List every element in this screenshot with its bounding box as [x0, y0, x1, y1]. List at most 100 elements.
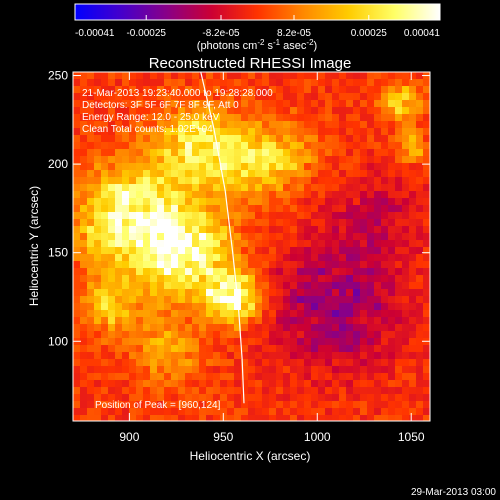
heatmap-cell — [416, 387, 423, 394]
heatmap-cell — [150, 233, 157, 240]
heatmap-cell — [402, 184, 409, 191]
heatmap-cell — [339, 142, 346, 149]
heatmap-cell — [157, 352, 164, 359]
heatmap-cell — [395, 149, 402, 156]
heatmap-cell — [381, 338, 388, 345]
heatmap-cell — [164, 345, 171, 352]
heatmap-cell — [255, 184, 262, 191]
heatmap-cell — [339, 408, 346, 415]
heatmap-cell — [73, 198, 80, 205]
heatmap-cell — [73, 282, 80, 289]
heatmap-cell — [94, 282, 101, 289]
heatmap-cell — [192, 156, 199, 163]
heatmap-cell — [122, 100, 129, 107]
heatmap-cell — [199, 170, 206, 177]
heatmap-cell — [269, 100, 276, 107]
heatmap-cell — [290, 219, 297, 226]
heatmap-cell — [381, 86, 388, 93]
heatmap-cell — [325, 282, 332, 289]
heatmap-cell — [150, 324, 157, 331]
heatmap-cell — [332, 233, 339, 240]
heatmap-cell — [80, 366, 87, 373]
heatmap-cell — [101, 205, 108, 212]
heatmap-cell — [304, 261, 311, 268]
heatmap-cell — [269, 324, 276, 331]
heatmap-cell — [87, 394, 94, 401]
heatmap-cell — [283, 107, 290, 114]
heatmap-cell — [199, 359, 206, 366]
heatmap-cell — [248, 170, 255, 177]
heatmap-cell — [311, 296, 318, 303]
heatmap-cell — [304, 331, 311, 338]
heatmap-cell — [325, 373, 332, 380]
heatmap-cell — [409, 303, 416, 310]
heatmap-cell — [80, 359, 87, 366]
heatmap-cell — [374, 324, 381, 331]
heatmap-cell — [416, 282, 423, 289]
y-tick-label: 200 — [48, 157, 68, 171]
heatmap-cell — [164, 219, 171, 226]
heatmap-cell — [269, 345, 276, 352]
heatmap-cell — [227, 156, 234, 163]
heatmap-cell — [255, 233, 262, 240]
heatmap-cell — [311, 191, 318, 198]
heatmap-cell — [171, 191, 178, 198]
heatmap-cell — [297, 296, 304, 303]
heatmap-cell — [206, 212, 213, 219]
heatmap-cell — [108, 345, 115, 352]
heatmap-cell — [262, 107, 269, 114]
heatmap-cell — [129, 366, 136, 373]
heatmap-cell — [325, 177, 332, 184]
heatmap-cell — [374, 135, 381, 142]
heatmap-cell — [318, 205, 325, 212]
footer-timestamp: 29-Mar-2013 03:00 — [411, 487, 496, 498]
heatmap-cell — [360, 401, 367, 408]
heatmap-cell — [115, 268, 122, 275]
heatmap-cell — [283, 135, 290, 142]
heatmap-cell — [199, 191, 206, 198]
heatmap-cell — [94, 149, 101, 156]
heatmap-cell — [409, 373, 416, 380]
heatmap-cell — [227, 240, 234, 247]
heatmap-cell — [276, 338, 283, 345]
colorbar: -0.00041 -0.00025 -8.2e-05 8.2e-05 0.00025 0.… — [74, 3, 441, 52]
heatmap-cell — [129, 373, 136, 380]
heatmap-cell — [171, 394, 178, 401]
heatmap-cell — [101, 191, 108, 198]
heatmap-cell — [388, 100, 395, 107]
heatmap-cell — [395, 275, 402, 282]
heatmap-cell — [325, 163, 332, 170]
heatmap-cell — [360, 310, 367, 317]
heatmap-cell — [115, 380, 122, 387]
heatmap-cell — [255, 310, 262, 317]
solar-limb-line — [200, 72, 245, 404]
heatmap-cell — [150, 212, 157, 219]
heatmap-cell — [206, 135, 213, 142]
heatmap-cell — [304, 149, 311, 156]
heatmap-cell — [318, 317, 325, 324]
heatmap-cell — [178, 387, 185, 394]
heatmap-cell — [143, 177, 150, 184]
heatmap-cell — [241, 142, 248, 149]
heatmap-cell — [353, 233, 360, 240]
heatmap-cell — [304, 240, 311, 247]
heatmap-cell — [318, 366, 325, 373]
heatmap-cell — [332, 352, 339, 359]
heatmap-cell — [178, 303, 185, 310]
heatmap-cell — [87, 86, 94, 93]
heatmap-cell — [241, 352, 248, 359]
heatmap-cell — [248, 373, 255, 380]
heatmap-cell — [290, 226, 297, 233]
heatmap-cell — [367, 352, 374, 359]
heatmap-cell — [395, 86, 402, 93]
heatmap-cell — [80, 177, 87, 184]
heatmap-cell — [80, 100, 87, 107]
heatmap-cell — [101, 93, 108, 100]
heatmap-cell — [395, 142, 402, 149]
heatmap-cell — [94, 191, 101, 198]
heatmap-cell — [304, 219, 311, 226]
heatmap-cell — [227, 310, 234, 317]
heatmap-cell — [94, 205, 101, 212]
heatmap-cell — [423, 128, 430, 135]
heatmap-cell — [73, 373, 80, 380]
